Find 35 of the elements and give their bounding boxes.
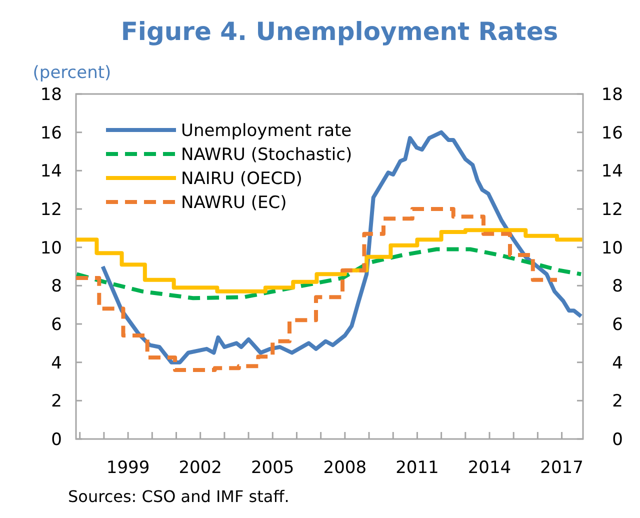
x-tick-label: 2008 xyxy=(323,458,367,478)
x-tick-label: 2017 xyxy=(540,458,584,478)
y2-tick-label: 10 xyxy=(601,238,623,258)
y-tick-label: 12 xyxy=(40,200,62,220)
y2-tick-label: 14 xyxy=(601,162,623,182)
x-tick-label: 2011 xyxy=(396,458,439,478)
y-tick-label: 4 xyxy=(51,353,62,374)
y2-tick-label: 0 xyxy=(612,430,623,450)
y-tick-label: 14 xyxy=(40,162,62,182)
legend-label: NAWRU (Stochastic) xyxy=(181,145,352,165)
y2-tick-label: 12 xyxy=(601,200,623,220)
legend-label: NAWRU (EC) xyxy=(181,193,287,213)
y-axis-title: (percent) xyxy=(32,63,112,83)
legend-label: Unemployment rate xyxy=(181,121,352,141)
source-note: Sources: CSO and IMF staff. xyxy=(68,487,290,506)
y2-tick-label: 16 xyxy=(601,123,623,144)
legend-label: NAIRU (OECD) xyxy=(181,169,302,189)
line-series xyxy=(76,247,583,300)
y-tick-label: 10 xyxy=(40,238,62,258)
y-tick-label: 8 xyxy=(51,276,62,297)
x-tick-label: 2002 xyxy=(178,458,222,478)
y2-tick-label: 18 xyxy=(601,85,623,105)
y-tick-label: 2 xyxy=(51,392,62,412)
y2-tick-label: 2 xyxy=(612,392,623,412)
y-tick-label: 18 xyxy=(40,85,62,105)
y-tick-label: 0 xyxy=(51,430,62,450)
chart-title: Figure 4. Unemployment Rates xyxy=(120,17,558,46)
y-tick-label: 16 xyxy=(40,123,62,144)
x-tick-label: 2014 xyxy=(468,458,512,478)
y2-tick-label: 6 xyxy=(612,315,623,335)
y2-tick-label: 8 xyxy=(612,276,623,297)
y-tick-label: 6 xyxy=(51,315,62,335)
x-tick-label: 1999 xyxy=(106,458,150,478)
x-tick-label: 2005 xyxy=(251,458,294,478)
y2-tick-label: 4 xyxy=(612,353,623,374)
